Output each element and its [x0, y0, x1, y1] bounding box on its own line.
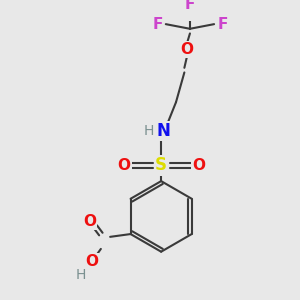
- Text: H: H: [75, 268, 85, 282]
- Text: O: O: [85, 254, 98, 269]
- Text: O: O: [181, 42, 194, 57]
- Text: H: H: [144, 124, 154, 138]
- Text: O: O: [192, 158, 205, 173]
- Text: N: N: [156, 122, 170, 140]
- Text: F: F: [185, 0, 195, 12]
- Text: O: O: [83, 214, 96, 229]
- Text: S: S: [155, 156, 167, 174]
- Text: F: F: [217, 16, 228, 32]
- Text: F: F: [152, 16, 163, 32]
- Text: O: O: [118, 158, 130, 173]
